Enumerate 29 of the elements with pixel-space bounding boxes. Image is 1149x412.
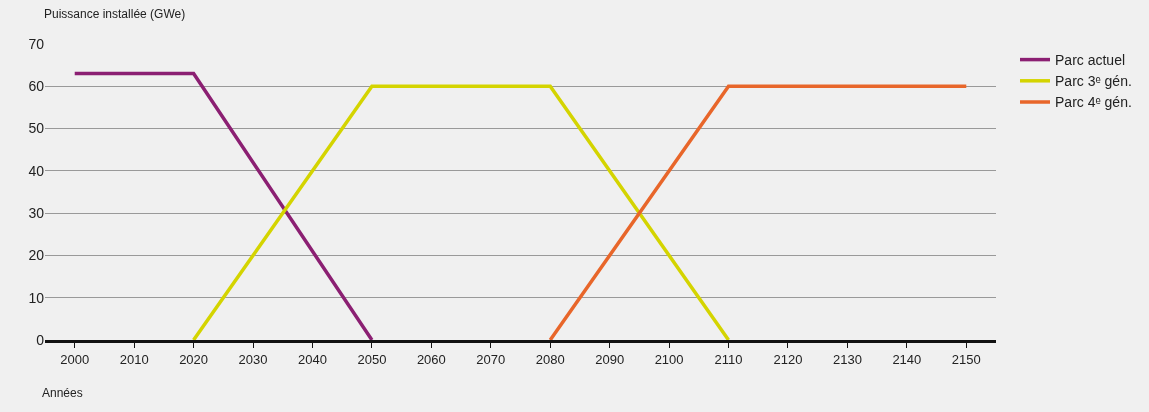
legend-label: Parc 3ᵉ gén.	[1055, 73, 1132, 90]
x-tick-label: 2050	[357, 351, 387, 367]
x-tick-label: 2150	[951, 351, 981, 367]
x-tick-label: 2040	[298, 351, 327, 367]
y-tick-label: 50	[28, 120, 45, 137]
x-tick-label: 2030	[238, 351, 268, 367]
x-tick-label: 2130	[832, 351, 862, 367]
y-tick-label: 40	[28, 162, 45, 179]
x-tick-label: 2100	[654, 351, 684, 367]
x-tick-label: 2090	[595, 351, 625, 367]
x-tick-label: 2120	[773, 351, 803, 367]
x-tick-label: 2070	[476, 351, 506, 367]
legend-label: Parc actuel	[1055, 52, 1126, 69]
y-tick-label: 10	[28, 289, 45, 306]
x-tick-label: 2060	[416, 351, 446, 367]
y-tick-label: 60	[28, 78, 45, 95]
x-tick-label: 2140	[892, 351, 922, 367]
y-tick-label: 0	[36, 331, 45, 348]
y-tick-label: 30	[28, 205, 45, 222]
x-tick-label: 2010	[119, 351, 149, 367]
x-axis-title: Années	[42, 386, 83, 400]
y-tick-label: 70	[28, 35, 45, 52]
x-tick-label: 2110	[714, 351, 743, 367]
x-tick-label: 2080	[535, 351, 565, 367]
y-axis-title: Puissance installée (GWe)	[44, 7, 186, 21]
y-tick-label: 20	[28, 247, 45, 264]
x-tick-label: 2000	[60, 351, 90, 367]
legend-label: Parc 4ᵉ gén.	[1055, 94, 1132, 111]
x-tick-label: 2020	[179, 351, 209, 367]
